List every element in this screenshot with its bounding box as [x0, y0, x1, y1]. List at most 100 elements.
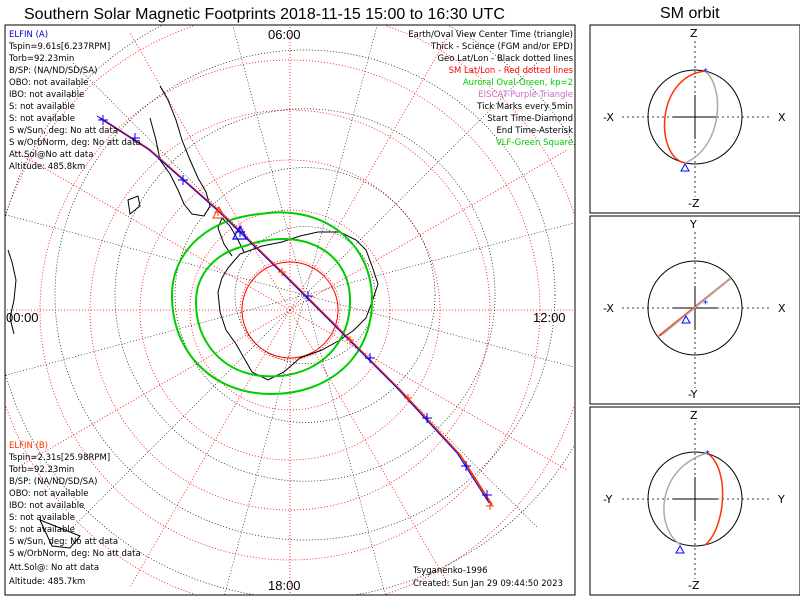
clock-label-right: 12:00 [533, 310, 566, 325]
geo-lat-circle [114, 108, 496, 482]
probe-a-line: IBO: not available [9, 90, 84, 100]
orbit-track-b [704, 452, 724, 546]
probe-b-line: S w/OrbNorm, deg: No att data [9, 549, 141, 559]
auroral-oval [170, 211, 374, 396]
created-credit: Created: Sun Jan 29 09:44:50 2023 [413, 579, 563, 589]
geo-lon-line [71, 294, 306, 529]
oval-inner [194, 238, 352, 378]
earth-circle [647, 451, 743, 547]
geo-lon-line [5, 294, 306, 376]
axis-label-bottom: -Y [688, 388, 698, 401]
geo-lon-line [232, 25, 306, 296]
axis-label-right: X [778, 302, 786, 315]
probe-a-line: Altitude: 485.8km [9, 162, 85, 172]
orbit-end-asterisk: * [705, 449, 710, 460]
probe-b-line: S: not available [9, 525, 75, 535]
legend-item: End Time-Asterisk [496, 126, 573, 136]
probe-a-name: ELFIN (A) [9, 30, 48, 40]
orbit-end-asterisk: * [703, 67, 708, 78]
axis-label-left: -X [603, 302, 614, 315]
orbit-panel-yz-frame [589, 406, 800, 596]
legend-item: VLF-Green Square [496, 138, 573, 148]
legend-item: Auroral Oval-Green, kp=2 [463, 78, 573, 88]
geo-lon-line [224, 294, 306, 595]
geo-lat-circle [54, 49, 556, 541]
orbit-panel-xy-frame [589, 215, 800, 405]
orbit-panel: Z -Z -X X * [603, 27, 786, 210]
axis-label-bottom: -Z [688, 579, 700, 592]
legend-item: Geo Lat/Lon - Black dotted lines [437, 54, 573, 64]
legend-item: Tick Marks every 5min [476, 102, 573, 112]
axis-label-right: X [778, 111, 786, 124]
probe-a-line: S: not available [9, 102, 75, 112]
sm-lon-line [12, 309, 291, 471]
sm-lon-line [129, 32, 291, 311]
probe-a-line: S w/OrbNorm, deg: No att data [9, 138, 141, 148]
probe-b-name: ELFIN (B) [9, 441, 48, 451]
orbit-title: SM orbit [660, 5, 720, 22]
axis-label-bottom: -Z [688, 197, 700, 210]
geo-lat-circle [234, 226, 376, 364]
africa-coastline [7, 249, 17, 335]
orbit-track-a [684, 70, 719, 164]
legend-item: Start Time-Diamond [487, 114, 573, 124]
sm-lon-line [129, 309, 291, 588]
view-center-triangle [231, 224, 249, 240]
clock-label-bottom: 18:00 [268, 578, 301, 593]
orbit-track-a [663, 452, 708, 546]
clock-label-left: 00:00 [6, 310, 39, 325]
sm-lat-circle [239, 259, 341, 361]
axis-label-right: Y [777, 493, 785, 506]
oval-outer [170, 211, 374, 396]
earth-circle [647, 69, 743, 165]
sm-lon-line [12, 149, 291, 311]
island-fragment-1 [39, 519, 81, 549]
south-america-coastline [149, 85, 211, 217]
probe-a-line: Tspin=9.61s[6.237RPM] [8, 42, 110, 52]
orbit-panel: Z -Z -Y Y * [603, 409, 785, 592]
footprint-tracks [96, 115, 494, 510]
page-title: Southern Solar Magnetic Footprints 2018-… [24, 6, 505, 23]
track-a-line [96, 115, 490, 504]
probe-b-line: IBO: not available [9, 501, 84, 511]
axis-label-left: -Y [603, 493, 613, 506]
probe-a-line: S w/Sun, deg: No att data [9, 126, 118, 136]
probe-b-line: OBO: not available [9, 489, 88, 499]
probe-b-line: B/SP: (NA/ND/SD/SA) [9, 477, 97, 487]
view-center-triangle [212, 205, 226, 219]
orbit-panel-xz-frame [589, 24, 800, 214]
map-grid [5, 25, 575, 595]
island-fragment-2 [127, 195, 141, 215]
orbit-end-asterisk: * [703, 299, 708, 310]
clock-label-top: 06:00 [268, 27, 301, 42]
axis-label-top: Z [690, 27, 698, 40]
geo-lon-line [304, 222, 575, 296]
legend-item: SM Lat/Lon - Red dotted lines [449, 66, 574, 76]
sm-lon-line [289, 309, 451, 588]
orbit-track-a [662, 277, 732, 335]
axis-label-left: -X [603, 111, 614, 124]
geo-lon-line [304, 294, 575, 368]
geo-lon-line [5, 214, 306, 296]
legend: Earth/Oval View Center Time (triangle) Th… [408, 30, 573, 148]
probe-a-line: Att.Sol@No att data [9, 150, 93, 160]
probe-a-info: ELFIN (A) Tspin=9.61s[6.237RPM] Torb=92.… [8, 30, 141, 172]
probe-b-info: ELFIN (B) Tspin=2.31s[25.98RPM] Torb=92.… [8, 441, 141, 587]
polar-map [5, 25, 575, 595]
orbit-triangle [681, 314, 691, 324]
probe-b-line: S w/Sun, deg: No att data [9, 537, 118, 547]
model-credit: Tsyganenko-1996 [412, 566, 488, 576]
probe-a-line: OBO: not available [9, 78, 88, 88]
legend-item: Earth/Oval View Center Time (triangle) [408, 30, 573, 40]
antarctica-coastline [217, 231, 379, 381]
sm-lon-line [289, 309, 568, 471]
geo-lon-line [304, 294, 386, 595]
axis-label-top: Y [689, 218, 697, 231]
sm-lon-line [289, 149, 568, 311]
legend-item: EISCAT-Purple Triangle [478, 90, 573, 100]
probe-b-line: Tspin=2.31s[25.98RPM] [8, 453, 110, 463]
axis-label-top: Z [690, 409, 698, 422]
earth-circle [647, 260, 743, 356]
